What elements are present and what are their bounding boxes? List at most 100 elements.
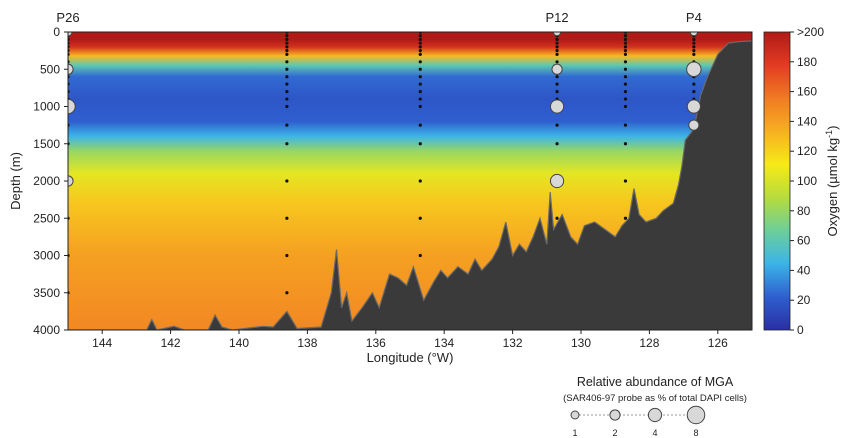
cast-sample-dot [418, 67, 422, 71]
cast-sample-dot [285, 97, 289, 101]
mga-bubble [551, 63, 563, 75]
cast-sample-dot [692, 37, 696, 42]
cast-sample-dot [285, 90, 289, 94]
cast-sample-dot [285, 37, 289, 42]
colorbar-label-text: Oxygen (µmol kg [825, 138, 840, 237]
cast-sample-dot [418, 45, 422, 49]
colorbar-gradient [763, 31, 791, 331]
cast-sample-dot [555, 82, 559, 86]
x-tick-label: 142 [161, 336, 181, 350]
cast-sample-dot [623, 60, 628, 64]
y-tick-label: 3000 [33, 249, 60, 263]
cast-sample-dot [418, 104, 422, 109]
y-tick-label: 2000 [33, 174, 60, 188]
legend-bubble [609, 409, 621, 421]
x-tick-label: 136 [366, 336, 386, 350]
cast-sample-dot [623, 97, 628, 101]
cast-sample-dot [285, 75, 289, 79]
colorbar-tick-label: 80 [797, 204, 811, 218]
cast-sample-dot [692, 52, 696, 56]
cast-sample-dot [418, 37, 422, 42]
cast-sample-dot [418, 34, 422, 38]
cast-sample-dot [623, 34, 628, 38]
mga-bubble [549, 99, 565, 114]
cast-sample-dot [623, 45, 628, 49]
mga-bubble [688, 119, 700, 131]
seafloor-bathymetry [68, 40, 752, 330]
legend-item-label: 2 [612, 428, 617, 438]
colorbar: >200 180 160 140 120 100 80 60 40 20 0 Oxygen (µmo… [763, 25, 840, 337]
y-axis-label: Depth (m) [8, 152, 23, 210]
colorbar-ticks: >200 180 160 140 120 100 80 60 40 20 0 [790, 25, 824, 337]
cast-sample-dot [555, 37, 559, 42]
cast-sample-dot [285, 67, 289, 71]
cast-sample-dot [555, 90, 559, 94]
x-tick-label: 126 [708, 336, 728, 350]
x-tick-label: 140 [229, 336, 249, 350]
cast-sample-dot [555, 41, 559, 45]
cast-sample-dot [555, 60, 559, 64]
cast-sample-dot [623, 123, 628, 127]
colorbar-tick-label: 160 [797, 85, 817, 99]
station-label: P26 [56, 10, 79, 25]
legend-title: Relative abundance of MGA [577, 375, 734, 389]
cast-sample-dot [623, 37, 628, 42]
cast-sample-dot [418, 90, 422, 94]
colorbar-label-exponent: -1 [824, 130, 834, 138]
plot-area [68, 32, 752, 330]
cast-sample-dot [555, 52, 559, 56]
colorbar-tick-label: 100 [797, 174, 817, 188]
cast-sample-dot [623, 82, 628, 86]
cast-sample-dot [418, 97, 422, 101]
cast-sample-dot [555, 49, 559, 53]
y-tick-label: 3500 [33, 286, 60, 300]
colorbar-tick-label: 140 [797, 114, 817, 128]
cast-sample-dot [623, 179, 628, 183]
cast-sample-dot [623, 75, 628, 79]
cast-sample-dot [418, 52, 422, 56]
colorbar-tick-label: 180 [797, 55, 817, 69]
cast-sample-dot [285, 253, 289, 258]
colorbar-tick-label: 120 [797, 144, 817, 158]
cast-sample-dot [285, 45, 289, 49]
cast-sample-dot [623, 90, 628, 94]
mga-bubble [68, 32, 73, 37]
x-tick-label: 128 [639, 336, 659, 350]
x-tick-label: 134 [434, 336, 454, 350]
cast-sample-dot [285, 82, 289, 86]
cast-sample-dot [418, 253, 422, 258]
cast-sample-dot [555, 216, 559, 220]
y-tick-label: 1500 [33, 137, 60, 151]
x-tick-label: 132 [503, 336, 523, 350]
mga-bubble [686, 61, 702, 77]
cast-sample-dot [692, 90, 696, 94]
cast-sample-dot [692, 41, 696, 45]
colorbar-tick-label: 0 [797, 323, 804, 337]
legend-bubble [570, 410, 580, 420]
colorbar-tick-label: 60 [797, 234, 811, 248]
cast-sample-dot [285, 104, 289, 109]
y-tick-label: 2500 [33, 211, 60, 225]
cast-sample-dot [623, 49, 628, 53]
legend-items: 1 2 4 8 [570, 405, 706, 438]
cast-sample-dot [623, 52, 628, 56]
y-tick-label: 1000 [33, 100, 60, 114]
cast-sample-dot [555, 123, 559, 127]
x-tick-label: 130 [571, 336, 591, 350]
cast-sample-dot [555, 75, 559, 79]
mga-abundance-bubbles [68, 32, 702, 189]
station-labels: P26 P12 P4 [56, 10, 701, 25]
x-axis: 144 142 140 138 136 134 132 130 128 126 [92, 330, 728, 350]
cast-sample-dot [285, 49, 289, 53]
y-tick-label: 4000 [33, 323, 60, 337]
x-tick-label: 138 [297, 336, 317, 350]
legend-item-label: 1 [572, 428, 577, 438]
legend-bubble [686, 405, 706, 425]
cast-sample-dot [285, 179, 289, 183]
cast-sample-dot [418, 179, 422, 183]
colorbar-label: Oxygen (µmol kg-1) [824, 126, 840, 237]
cast-sample-dot [418, 142, 422, 146]
cast-sample-dot [285, 123, 289, 127]
legend-subtitle: (SAR406-97 probe as % of total DAPI cell… [563, 393, 747, 404]
